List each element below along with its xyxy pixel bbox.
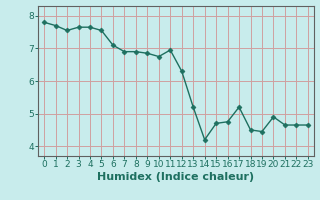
- X-axis label: Humidex (Indice chaleur): Humidex (Indice chaleur): [97, 172, 255, 182]
